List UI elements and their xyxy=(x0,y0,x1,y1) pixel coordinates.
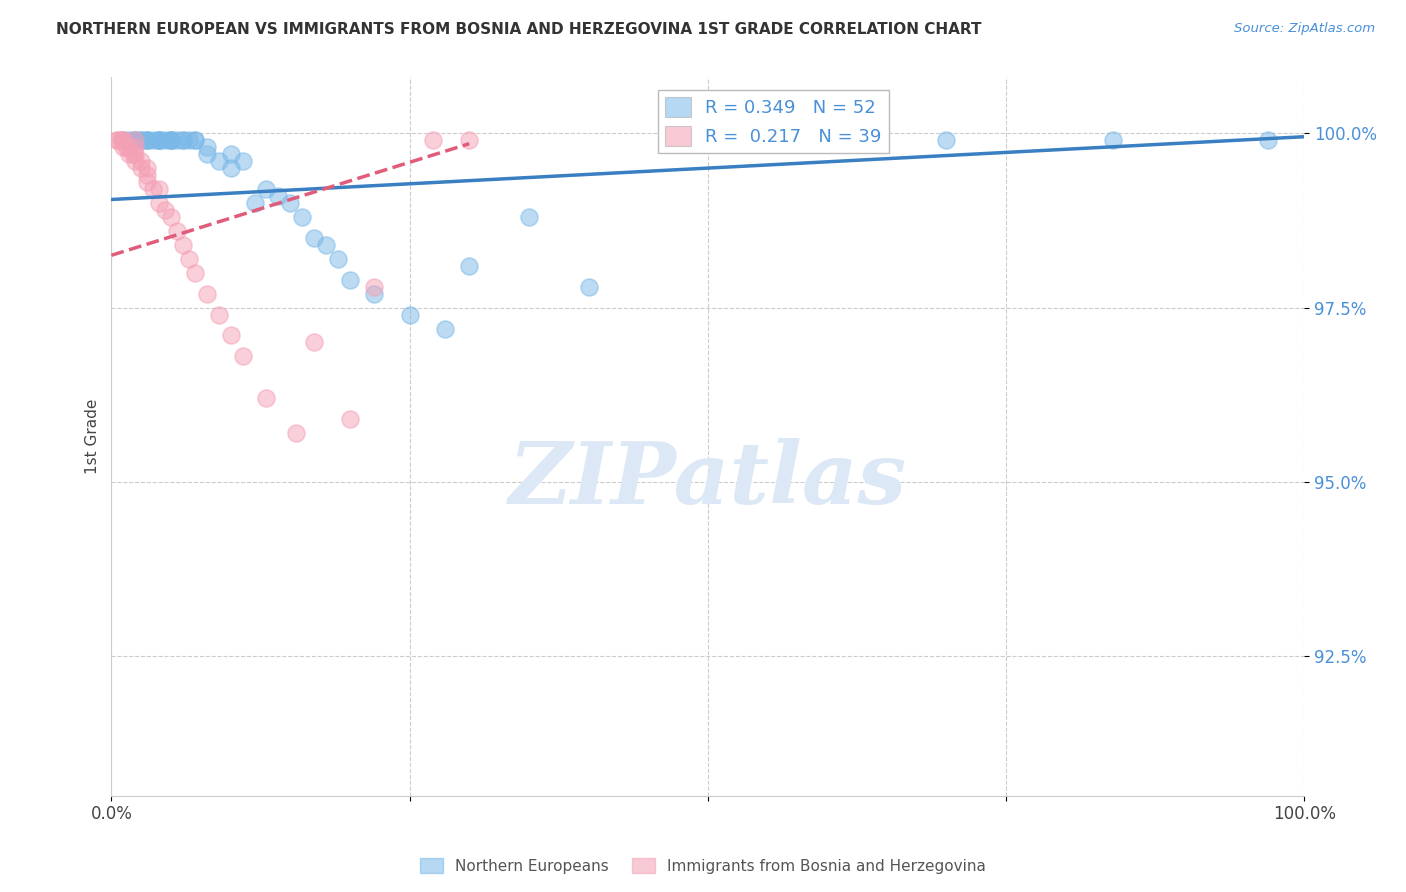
Point xyxy=(148,133,170,147)
Point xyxy=(232,154,254,169)
Point xyxy=(458,133,481,147)
Point xyxy=(166,133,188,147)
Point xyxy=(184,133,207,147)
Point xyxy=(136,133,159,147)
Legend: Northern Europeans, Immigrants from Bosnia and Herzegovina: Northern Europeans, Immigrants from Bosn… xyxy=(413,852,993,880)
Point xyxy=(122,147,145,161)
Point xyxy=(148,182,170,196)
Point xyxy=(129,161,152,175)
Point xyxy=(195,140,218,154)
Point xyxy=(184,266,207,280)
Point xyxy=(136,161,159,175)
Point xyxy=(208,308,231,322)
Point xyxy=(124,133,146,147)
Point xyxy=(124,147,146,161)
Point xyxy=(208,154,231,169)
Point xyxy=(136,168,159,182)
Point xyxy=(578,279,600,293)
Point xyxy=(177,133,200,147)
Text: ZIPatlas: ZIPatlas xyxy=(509,438,907,522)
Point xyxy=(363,286,385,301)
Point xyxy=(285,426,308,441)
Text: Source: ZipAtlas.com: Source: ZipAtlas.com xyxy=(1234,22,1375,36)
Point xyxy=(219,147,242,161)
Point xyxy=(195,147,218,161)
Point xyxy=(160,133,183,147)
Point xyxy=(105,133,128,147)
Point xyxy=(129,133,152,147)
Point xyxy=(118,140,141,154)
Point xyxy=(291,210,314,224)
Point xyxy=(256,391,278,405)
Point xyxy=(166,224,188,238)
Point xyxy=(326,252,349,266)
Point xyxy=(136,175,159,189)
Point xyxy=(267,189,290,203)
Point xyxy=(852,133,875,147)
Point xyxy=(112,133,135,147)
Point xyxy=(148,196,170,211)
Point xyxy=(124,133,146,147)
Point xyxy=(110,133,132,147)
Point xyxy=(458,259,481,273)
Text: NORTHERN EUROPEAN VS IMMIGRANTS FROM BOSNIA AND HERZEGOVINA 1ST GRADE CORRELATIO: NORTHERN EUROPEAN VS IMMIGRANTS FROM BOS… xyxy=(56,22,981,37)
Legend: R = 0.349   N = 52, R =  0.217   N = 39: R = 0.349 N = 52, R = 0.217 N = 39 xyxy=(658,90,889,153)
Point xyxy=(160,210,183,224)
Point xyxy=(129,133,152,147)
Point xyxy=(112,140,135,154)
Point xyxy=(153,133,176,147)
Point xyxy=(184,133,207,147)
Point xyxy=(142,133,165,147)
Point xyxy=(124,140,146,154)
Point xyxy=(148,133,170,147)
Point xyxy=(256,182,278,196)
Point xyxy=(153,202,176,217)
Point xyxy=(302,335,325,350)
Point xyxy=(195,286,218,301)
Point xyxy=(935,133,957,147)
Point xyxy=(124,154,146,169)
Point xyxy=(302,231,325,245)
Point xyxy=(124,133,146,147)
Point xyxy=(219,161,242,175)
Point xyxy=(1102,133,1125,147)
Y-axis label: 1st Grade: 1st Grade xyxy=(86,399,100,475)
Point xyxy=(177,252,200,266)
Point xyxy=(118,147,141,161)
Point xyxy=(339,273,361,287)
Point xyxy=(114,140,136,154)
Point xyxy=(124,133,146,147)
Point xyxy=(1257,133,1279,147)
Point xyxy=(129,154,152,169)
Point xyxy=(172,133,194,147)
Point xyxy=(148,133,170,147)
Point xyxy=(219,328,242,343)
Point xyxy=(136,133,159,147)
Point xyxy=(118,133,141,147)
Point xyxy=(422,133,444,147)
Point xyxy=(363,279,385,293)
Point xyxy=(756,133,779,147)
Point xyxy=(278,196,301,211)
Point xyxy=(160,133,183,147)
Point xyxy=(315,237,337,252)
Point xyxy=(172,237,194,252)
Point xyxy=(517,210,540,224)
Point xyxy=(243,196,266,211)
Point xyxy=(112,133,135,147)
Point xyxy=(105,133,128,147)
Point xyxy=(434,321,457,335)
Point xyxy=(172,133,194,147)
Point xyxy=(160,133,183,147)
Point xyxy=(398,308,420,322)
Point xyxy=(232,350,254,364)
Point xyxy=(142,182,165,196)
Point xyxy=(148,133,170,147)
Point xyxy=(339,412,361,426)
Point xyxy=(112,133,135,147)
Point xyxy=(160,133,183,147)
Point xyxy=(136,133,159,147)
